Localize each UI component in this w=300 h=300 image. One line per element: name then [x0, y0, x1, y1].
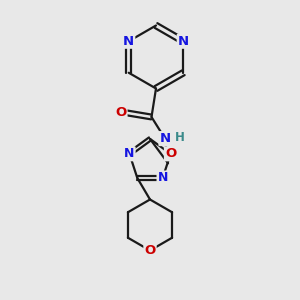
Text: N: N — [159, 132, 171, 145]
Text: N: N — [158, 172, 168, 184]
Text: N: N — [178, 35, 189, 48]
Text: O: O — [165, 147, 176, 160]
Text: O: O — [144, 244, 156, 257]
Text: N: N — [124, 147, 135, 160]
Text: O: O — [115, 106, 127, 119]
Text: H: H — [175, 130, 184, 144]
Text: N: N — [123, 35, 134, 48]
